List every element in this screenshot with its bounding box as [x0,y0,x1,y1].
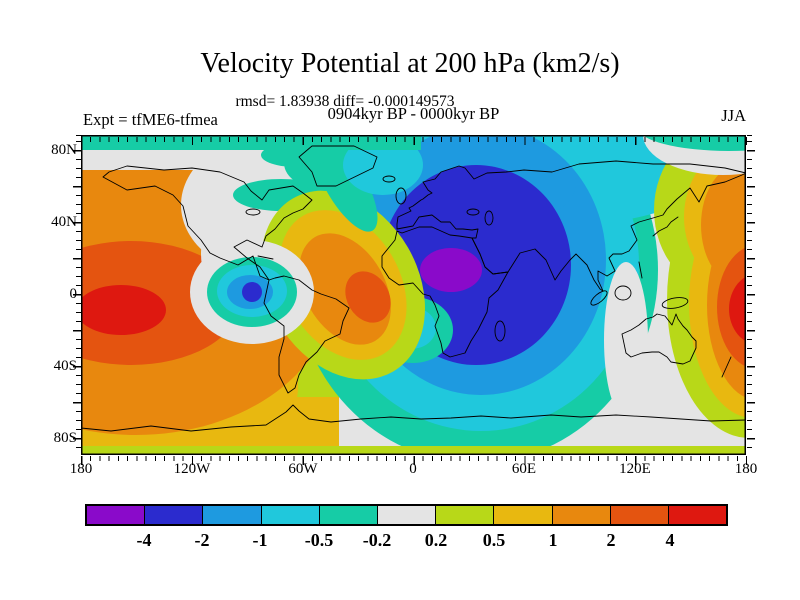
coastlines [81,145,746,432]
lat-tick-label: 40N [51,214,77,230]
colorbar-tick-label: 4 [665,530,675,550]
map-frame [81,135,746,455]
colorbar-segment [377,506,437,524]
lon-tick-label: 180 [734,461,758,477]
colorbar [85,504,728,526]
colorbar-segment [668,506,727,524]
contour-map [81,135,746,455]
season-label: JJA [721,106,746,125]
colorbar-segment [436,506,495,524]
colorbar-segment [261,506,320,524]
lat-tick-label: 40S [53,358,77,374]
lat-tick-label: 80N [51,142,77,158]
east-pacific-negative-spot [190,240,314,344]
colorbar-tick-label: -0.5 [304,530,334,550]
top-axis-major-ticks [81,137,747,145]
antarctic-green-band [81,446,746,455]
colorbar-segment [610,506,669,524]
bottom-axis-major-ticks [81,456,747,465]
lon-tick-label: 0 [409,461,417,477]
colorbar-tick-label: -0.2 [362,530,392,550]
lon-tick-label: 120E [619,461,651,477]
lon-tick-label: 120W [173,461,211,477]
colorbar-segment [145,506,204,524]
lat-tick-label: 0 [69,286,78,302]
colorbar-segment [552,506,611,524]
lat-tick-label: 80S [53,430,77,446]
period-line: 0904kyr BP - 0000kyr BP [327,104,500,123]
colorbar-tick-label: -4 [136,530,152,550]
colorbar-tick-label: 1 [548,530,558,550]
experiment-label: Expt = tfME6-tfmea [83,110,218,129]
lon-tick-label: 180 [69,461,93,477]
colorbar-segment [494,506,553,524]
west-pacific-positive-region [654,135,746,438]
lon-tick-label: 60W [288,461,318,477]
west-australia-neutral-band [604,262,648,418]
colorbar-segment [319,506,378,524]
colorbar-tick-label: 0.2 [424,530,448,550]
colorbar-segment [203,506,262,524]
stats-line: rmsd= 1.83938 diff= -0.000149573 [235,93,455,110]
atlantic-positive-region [261,190,425,380]
right-axis-major-ticks [747,135,755,456]
lon-tick-label: 60E [511,461,537,477]
colorbar-tick-label: 0.5 [482,530,506,550]
colorbar-tick-label: -1 [252,530,268,550]
colorbar-tick-label: -2 [194,530,210,550]
page-title: Velocity Potential at 200 hPa (km2/s) [200,48,620,79]
map-plot [81,135,746,455]
colorbar-tick-label: 2 [606,530,616,550]
colorbar-segment [87,506,146,524]
left-axis-major-ticks [73,135,81,456]
